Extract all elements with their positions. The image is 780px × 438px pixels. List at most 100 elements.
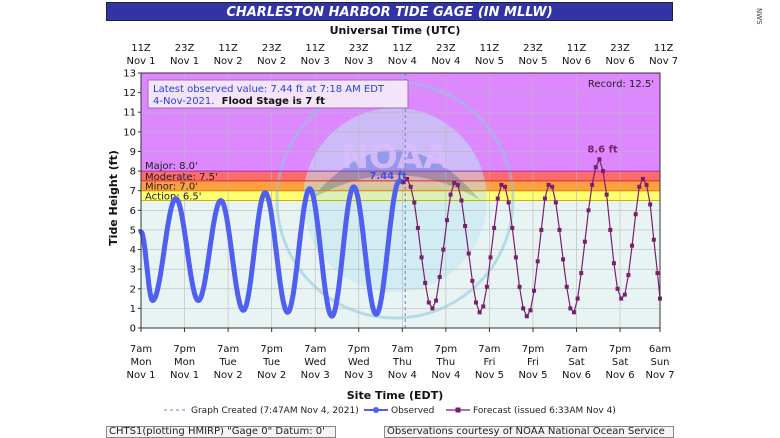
forecast-point	[655, 271, 660, 276]
forecast-point	[648, 202, 653, 207]
y-axis-title: Tide Height (ft)	[107, 150, 120, 246]
top-tick-date: Nov 5	[518, 56, 547, 67]
forecast-point	[568, 306, 573, 311]
top-tick-label: 23Z	[262, 43, 282, 54]
info-line-2: 4-Nov-2021. Flood Stage is 7 ft	[153, 96, 325, 107]
forecast-point	[437, 275, 442, 279]
forecast-point	[611, 261, 616, 266]
forecast-point	[644, 182, 649, 187]
forecast-point	[524, 314, 529, 319]
forecast-point	[470, 278, 475, 283]
bottom-tick-date: Nov 7	[645, 370, 674, 381]
bottom-tick-day: Sat	[568, 357, 584, 368]
bottom-tick-day: Tue	[219, 357, 237, 368]
forecast-point	[452, 180, 457, 185]
top-tick-date: Nov 6	[606, 56, 635, 67]
forecast-point	[608, 227, 613, 232]
bottom-tick-day: Fri	[527, 357, 539, 368]
bottom-tick-day: Thu	[392, 357, 412, 368]
forecast-point	[532, 288, 537, 293]
forecast-point	[463, 224, 468, 228]
forecast-point	[528, 308, 533, 313]
forecast-point	[582, 239, 587, 244]
forecast-point	[419, 255, 424, 260]
top-axis-title: Universal Time (UTC)	[330, 24, 461, 37]
y-tick-label: 3	[130, 265, 136, 276]
bottom-tick-day: Wed	[304, 357, 326, 368]
forecast-point	[539, 227, 544, 232]
watermark-gull	[310, 150, 480, 200]
bottom-tick-time: 7pm	[260, 344, 282, 355]
forecast-point	[405, 176, 410, 181]
chart-title: CHARLESTON HARBOR TIDE GAGE (IN MLLW)	[106, 2, 673, 21]
bottom-tick-date: Nov 1	[126, 370, 155, 381]
forecast-point	[481, 304, 486, 309]
bottom-tick-time: 7am	[217, 344, 239, 355]
forecast-point	[503, 184, 508, 189]
forecast-point	[517, 284, 522, 289]
forecast-point	[455, 182, 460, 187]
forecast-point	[459, 198, 464, 203]
bottom-tick-date: Nov 4	[431, 370, 460, 381]
top-tick-label: 23Z	[175, 43, 195, 54]
peak-value-label: 8.6 ft	[587, 144, 618, 155]
bottom-tick-date: Nov 4	[388, 370, 417, 381]
y-tick-label: 10	[123, 127, 136, 138]
bottom-tick-labels: 7am Mon Nov 1 7pm Mon Nov 1 7am Tue Nov 2 7pm Tue N…	[126, 328, 675, 381]
forecast-point	[415, 225, 420, 230]
bottom-tick-time: 7pm	[348, 344, 370, 355]
bottom-tick-time: 7pm	[435, 344, 457, 355]
forecast-point	[615, 286, 620, 291]
bottom-tick-day: Mon	[174, 357, 195, 368]
forecast-point	[499, 182, 504, 187]
top-tick-date: Nov 6	[562, 56, 591, 67]
bottom-tick-time: 7pm	[173, 344, 195, 355]
forecast-point	[593, 165, 598, 170]
legend: Graph Created (7:47AM Nov 4, 2021) Obser…	[164, 406, 616, 416]
forecast-points	[401, 157, 662, 319]
forecast-point	[575, 296, 580, 301]
forecast-point	[633, 212, 638, 217]
bottom-tick-date: Nov 2	[257, 370, 286, 381]
y-tick-label: 5	[130, 225, 136, 236]
y-tick-label: 1	[130, 304, 136, 315]
stage-label-major: Major: 8.0'	[145, 161, 198, 172]
bottom-tick-time: 7pm	[609, 344, 631, 355]
forecast-point	[473, 300, 478, 305]
y-tick-label: 13	[123, 69, 136, 80]
top-tick-label: 11Z	[393, 43, 413, 54]
forecast-point	[441, 247, 446, 252]
forecast-point	[423, 280, 428, 285]
top-tick-date: Nov 5	[475, 56, 504, 67]
stage-labels: Major: 8.0' Moderate: 7.5' Minor: 7.0' A…	[145, 161, 218, 202]
top-tick-label: 23Z	[436, 43, 456, 54]
top-tick-date: Nov 3	[301, 56, 330, 67]
current-value-label: 7.44 ft	[369, 171, 407, 182]
top-tick-label: 11Z	[480, 43, 500, 54]
forecast-point	[535, 259, 540, 264]
forecast-point	[630, 243, 635, 248]
bottom-tick-day: Fri	[483, 357, 495, 368]
info-flood-stage: Flood Stage is 7 ft	[222, 96, 325, 107]
forecast-point	[586, 208, 591, 213]
stage-label-moderate: Moderate: 7.5'	[145, 172, 218, 183]
legend-observed-marker	[373, 407, 379, 413]
forecast-point	[619, 296, 624, 301]
bottom-tick-day: Sat	[612, 357, 628, 368]
legend-forecast-marker	[455, 407, 461, 413]
forecast-point	[640, 176, 645, 181]
forecast-point	[506, 200, 511, 205]
top-tick-date: Nov 1	[126, 56, 155, 67]
top-tick-date: Nov 7	[649, 56, 678, 67]
forecast-point	[651, 237, 656, 242]
bottom-tick-day: Tue	[262, 357, 280, 368]
bottom-tick-date: Nov 5	[518, 370, 547, 381]
forecast-point	[601, 169, 606, 174]
forecast-point	[622, 292, 627, 297]
top-tick-date: Nov 3	[344, 56, 373, 67]
forecast-point	[434, 298, 439, 303]
top-tick-date: Nov 4	[431, 56, 460, 67]
bottom-tick-time: 7pm	[522, 344, 544, 355]
forecast-point	[637, 184, 642, 189]
